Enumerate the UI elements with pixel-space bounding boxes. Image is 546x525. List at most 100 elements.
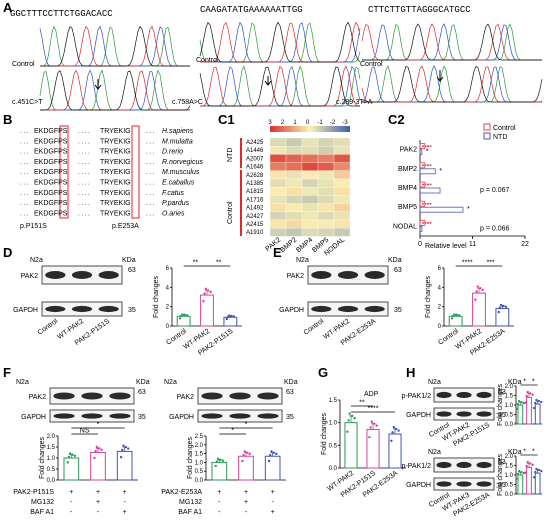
y-tick-label: 1.0	[329, 421, 338, 427]
lane-label: Control	[303, 318, 326, 337]
cell-label: N2a	[30, 257, 43, 264]
trace-line	[200, 21, 361, 63]
data-point	[243, 450, 246, 453]
heatmap-cell	[285, 211, 303, 221]
band-label: GAPDH	[13, 307, 38, 314]
data-point	[124, 445, 128, 449]
heatmap-cell	[301, 187, 319, 196]
heatmap-cell	[301, 162, 319, 171]
heatmap-cell	[285, 195, 303, 204]
c2-gene-label: BMP4	[398, 185, 417, 192]
condition-sign: -	[123, 499, 126, 506]
data-point	[225, 317, 228, 321]
heatmap-cell	[285, 137, 303, 147]
heatmap-cell	[317, 170, 335, 180]
bar	[264, 455, 281, 481]
align-right-seq: TRYEKIG	[100, 169, 131, 176]
data-point	[375, 424, 378, 427]
a-control-label-3: Control	[360, 61, 383, 68]
mw-label: 63	[498, 459, 506, 466]
heatmap-cell	[333, 178, 351, 188]
data-point	[534, 470, 537, 474]
data-point	[93, 456, 96, 460]
y-tick-label: 2.0	[505, 384, 514, 390]
scale-tick: 0	[306, 120, 310, 126]
scale-tick: 3	[268, 120, 272, 126]
blot-band	[109, 413, 131, 419]
y-tick-label: 1.5	[195, 452, 204, 458]
align-mid-dots: . . . .	[78, 181, 90, 187]
data-point	[497, 310, 500, 314]
trace-line	[362, 23, 542, 61]
heatmap-cell	[301, 195, 319, 204]
band-label: p-PAK1/2	[402, 393, 432, 400]
condition-label: BAF A1	[178, 509, 202, 516]
align-left-seq: EKDGFPS	[34, 159, 68, 166]
arrow-icon	[94, 79, 102, 90]
mutation-1: c.451C>T	[12, 99, 43, 106]
data-point	[529, 462, 532, 465]
data-point	[391, 431, 394, 434]
blot-band	[201, 413, 223, 419]
site-e253a: p.E253A	[112, 223, 139, 230]
sample-label: A2427	[246, 214, 264, 220]
y-tick-label: 2.5	[195, 434, 204, 440]
align-right-dots: . . .	[146, 211, 155, 217]
heatmap-cell	[285, 170, 303, 180]
blot-band	[311, 271, 332, 279]
heatmap-cell	[333, 187, 351, 196]
sample-label: A1910	[246, 230, 264, 236]
y-tick-label: 0.5	[47, 467, 56, 473]
condition-sign: +	[123, 489, 127, 496]
arrow-icon	[264, 76, 272, 86]
trace-line	[39, 69, 190, 111]
c2-dot	[424, 202, 427, 205]
c2-dot	[422, 164, 424, 167]
c2-bar-ntd	[419, 206, 464, 213]
data-point	[202, 300, 205, 303]
c2-gene-label: PAK2	[400, 147, 417, 154]
c2-dot	[429, 145, 432, 148]
blot-band	[476, 411, 492, 417]
align-left-dots: . . .	[20, 181, 29, 187]
data-point	[537, 399, 541, 403]
lane-label: Control	[37, 318, 60, 337]
data-point	[481, 288, 484, 292]
align-left-dots: . . .	[20, 170, 29, 176]
data-point	[540, 469, 543, 473]
heatmap-cell	[269, 154, 287, 163]
sample-label: A2425	[246, 140, 264, 146]
heatmap-cell	[317, 187, 335, 196]
data-point	[537, 468, 541, 472]
y-axis-label: Fold changes	[187, 436, 194, 479]
blot-band	[456, 461, 472, 469]
band-label: GAPDH	[169, 414, 194, 421]
heatmap-cell	[301, 211, 319, 221]
align-right-seq: TRYEKIG	[100, 149, 131, 156]
g-title: ADP	[364, 391, 379, 398]
sig-label: *	[245, 422, 248, 429]
heatmap-cell	[333, 146, 351, 155]
c2-dot	[422, 202, 424, 205]
trace-line	[361, 65, 543, 103]
blot-band	[436, 411, 452, 417]
panel-label-c2: C2	[388, 112, 405, 127]
heatmap-cell	[333, 203, 351, 212]
data-point	[368, 435, 371, 439]
align-left-seq: EKDGFPS	[34, 190, 68, 197]
align-mid-dots: . . . .	[78, 170, 90, 176]
data-point	[532, 476, 536, 479]
data-point	[67, 455, 71, 459]
data-point	[525, 394, 528, 398]
data-point	[248, 452, 251, 456]
data-point	[346, 430, 349, 433]
align-right-seq: TRYEKIG	[100, 159, 131, 166]
heatmap-cell	[317, 137, 335, 147]
data-point	[98, 447, 101, 450]
blot-band	[456, 391, 472, 399]
y-tick-label: 1.5	[505, 464, 514, 470]
c2-dot	[429, 221, 432, 224]
kda-label: KDa	[122, 257, 136, 264]
trace-line	[362, 23, 542, 61]
sig-label: ****	[368, 406, 379, 413]
